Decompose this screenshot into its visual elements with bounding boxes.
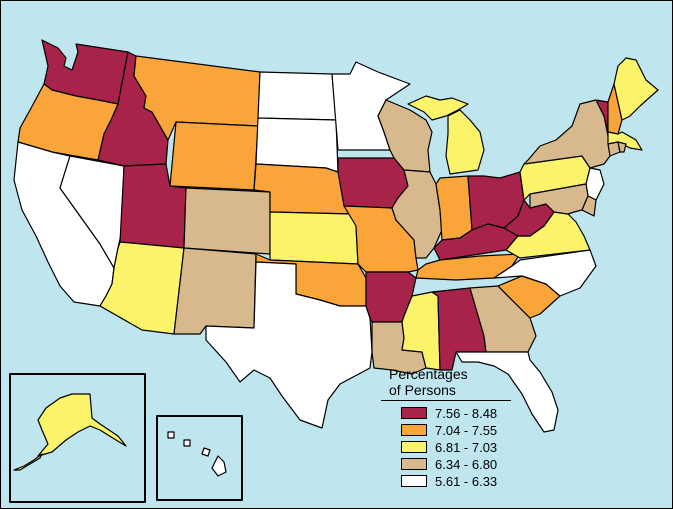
- state-alaska: [37, 393, 127, 457]
- state-tennessee: [415, 253, 521, 281]
- map-legend: Percentages of Persons 7.56 - 8.48 7.04 -…: [381, 366, 541, 490]
- state-michigan-lower: [445, 109, 485, 175]
- hawaii-inset-frame: [156, 415, 243, 501]
- legend-label: 6.34 - 6.80: [435, 456, 498, 472]
- state-new-jersey: [585, 167, 605, 201]
- state-new-york: [523, 99, 611, 169]
- legend-label: 7.04 - 7.55: [435, 422, 498, 438]
- legend-label: 7.56 - 8.48: [435, 405, 498, 421]
- legend-item: 5.61 - 6.33: [381, 473, 541, 489]
- state-texas: [205, 261, 373, 429]
- state-hawaii-maui: [201, 447, 211, 457]
- legend-title: Percentages of Persons: [389, 366, 541, 398]
- state-florida: [455, 351, 559, 433]
- legend-item: 6.34 - 6.80: [381, 456, 541, 472]
- state-michigan-upper: [407, 95, 469, 121]
- state-wyoming: [169, 121, 259, 191]
- state-new-hampshire: [607, 83, 623, 135]
- legend-label: 6.81 - 7.03: [435, 439, 498, 455]
- state-south-dakota: [255, 117, 339, 173]
- state-hawaii: [211, 455, 227, 477]
- state-indiana: [435, 175, 473, 241]
- state-rhode-island: [617, 141, 627, 153]
- legend-title-line1: Percentages: [389, 366, 468, 382]
- legend-swatch: [401, 407, 427, 419]
- legend-item: 7.56 - 8.48: [381, 405, 541, 421]
- legend-label: 5.61 - 6.33: [435, 473, 498, 489]
- legend-swatch: [401, 441, 427, 453]
- state-hawaii-kauai: [167, 431, 175, 439]
- legend-swatch: [401, 424, 427, 436]
- alaska-inset-frame: [9, 373, 146, 503]
- state-north-carolina: [493, 249, 597, 297]
- state-alaska-islands: [13, 453, 43, 471]
- state-hawaii-oahu: [183, 439, 191, 447]
- state-new-mexico: [173, 247, 257, 335]
- state-maryland: [529, 183, 589, 215]
- legend-item: 6.81 - 7.03: [381, 439, 541, 455]
- state-north-dakota: [257, 71, 337, 121]
- legend-divider: [381, 400, 511, 401]
- state-delaware: [581, 195, 597, 217]
- state-maine: [613, 57, 659, 121]
- state-wisconsin: [377, 99, 433, 173]
- legend-swatch: [401, 458, 427, 470]
- legend-title-line2: of Persons: [389, 382, 456, 398]
- state-colorado: [183, 187, 271, 255]
- state-kansas: [269, 211, 359, 265]
- legend-item: 7.04 - 7.55: [381, 422, 541, 438]
- legend-swatch: [401, 475, 427, 487]
- legend-items: 7.56 - 8.48 7.04 - 7.55 6.81 - 7.03 6.34 - …: [381, 405, 541, 489]
